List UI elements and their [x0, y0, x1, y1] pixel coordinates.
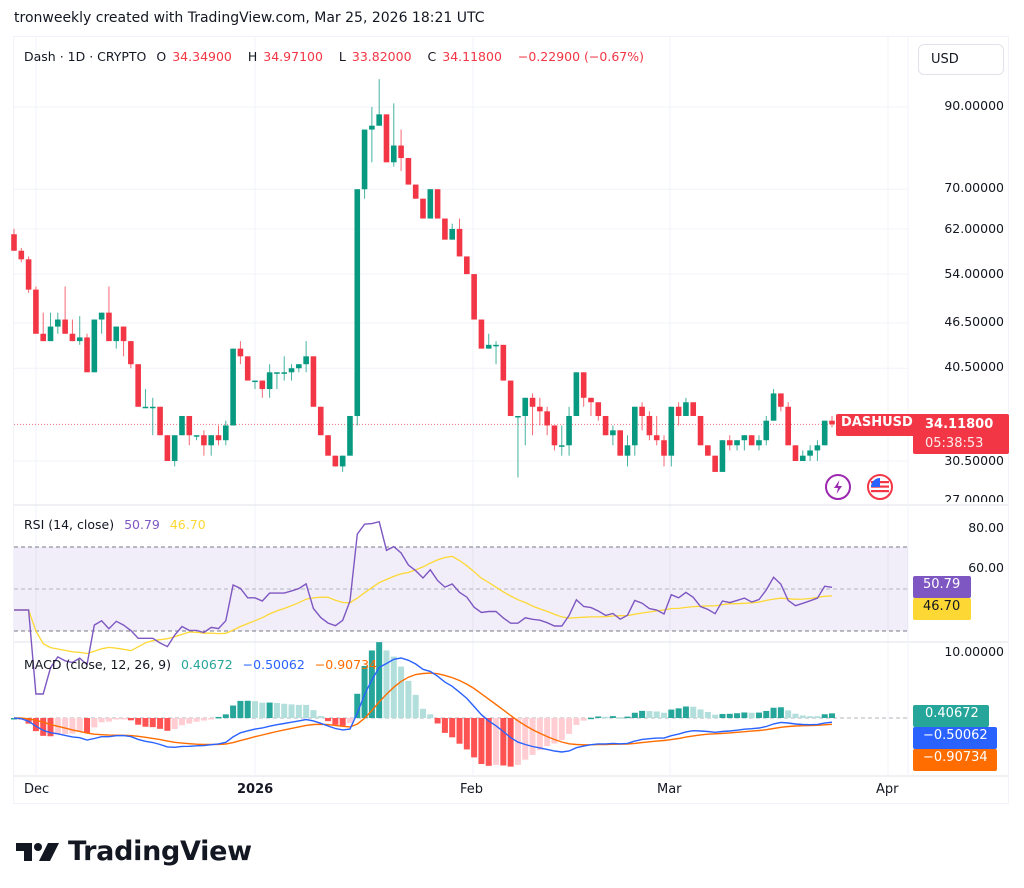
- price-tick: 90.00000: [944, 98, 1004, 113]
- price-tick: 70.00000: [944, 180, 1004, 195]
- lightning-icon[interactable]: [825, 474, 851, 500]
- symbol-legend: Dash · 1D · CRYPTO O 34.34900 H 34.97100 L…: [24, 49, 650, 64]
- time-tick-apr: Apr: [876, 782, 899, 797]
- tradingview-logo[interactable]: TradingView: [16, 836, 252, 867]
- price-tick: 46.50000: [944, 314, 1004, 329]
- open-label: O: [156, 49, 167, 64]
- rsi-tick: 60.00: [968, 560, 1004, 575]
- macd-signal-tag: −0.90734: [913, 749, 997, 771]
- rsi-value: 50.79: [124, 517, 160, 532]
- macd-hist-value: 0.40672: [180, 657, 233, 672]
- symbol-price-tag: DASHUSD: [836, 414, 918, 436]
- macd-tick: 10.00000: [944, 644, 1004, 659]
- macd-line-value: −0.50062: [242, 657, 305, 672]
- macd-title: MACD (close, 12, 26, 9): [24, 657, 171, 672]
- close-value: 34.11800: [442, 49, 502, 64]
- time-tick-dec: Dec: [24, 782, 50, 797]
- rsi-value-tag: 50.79: [913, 576, 971, 598]
- currency-button[interactable]: USD: [918, 44, 1004, 75]
- chart-caption: tronweekly created with TradingView.com,…: [14, 10, 485, 26]
- time-tick-2026: 2026: [237, 782, 274, 797]
- rsi-legend: RSI (14, close) 50.79 46.70: [24, 517, 212, 532]
- macd-line-tag: −0.50062: [913, 727, 997, 749]
- close-label: C: [427, 49, 437, 64]
- macd-legend: MACD (close, 12, 26, 9) 0.40672 −0.50062…: [24, 657, 383, 672]
- tradingview-logo-text: TradingView: [68, 836, 252, 867]
- price-tick: 62.00000: [944, 221, 1004, 236]
- high-value: 34.97100: [263, 49, 323, 64]
- symbol-title: Dash · 1D · CRYPTO: [24, 49, 147, 64]
- time-tick-feb: Feb: [460, 782, 484, 797]
- rsi-tick: 80.00: [968, 520, 1004, 535]
- rsi-ma-value: 46.70: [169, 517, 206, 532]
- us-flag-icon[interactable]: [867, 474, 893, 500]
- last-price-tag: 34.11800 05:38:53: [913, 414, 1009, 454]
- macd-hist-tag: 0.40672: [913, 705, 989, 727]
- candle-countdown: 05:38:53: [925, 436, 984, 451]
- low-label: L: [338, 49, 346, 64]
- price-tick: 40.50000: [944, 359, 1004, 374]
- open-value: 34.34900: [172, 49, 232, 64]
- change-value: −0.22900 (−0.67%): [517, 49, 644, 64]
- last-price: 34.11800: [925, 417, 994, 432]
- high-label: H: [247, 49, 258, 64]
- low-value: 33.82000: [351, 49, 412, 64]
- rsi-title: RSI (14, close): [24, 517, 115, 532]
- time-tick-mar: Mar: [657, 782, 682, 797]
- tradingview-logo-icon: [16, 842, 59, 861]
- price-tick: 27.00000: [944, 492, 1004, 502]
- price-tick: 54.00000: [944, 266, 1004, 281]
- rsi-ma-tag: 46.70: [913, 598, 971, 620]
- price-tick: 30.50000: [944, 453, 1004, 468]
- macd-signal-value: −0.90734: [314, 657, 377, 672]
